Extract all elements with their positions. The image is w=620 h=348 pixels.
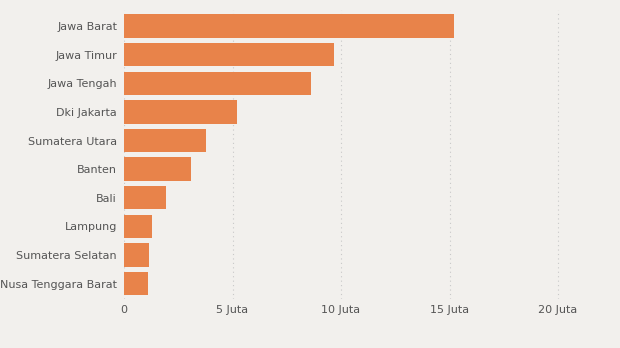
Bar xyxy=(124,43,335,66)
Bar xyxy=(124,243,149,267)
Bar xyxy=(124,215,153,238)
Bar xyxy=(124,100,237,124)
Bar xyxy=(124,272,148,295)
Bar xyxy=(124,72,311,95)
Bar xyxy=(124,129,206,152)
Bar xyxy=(124,157,191,181)
Bar xyxy=(124,15,454,38)
Bar xyxy=(124,186,166,209)
